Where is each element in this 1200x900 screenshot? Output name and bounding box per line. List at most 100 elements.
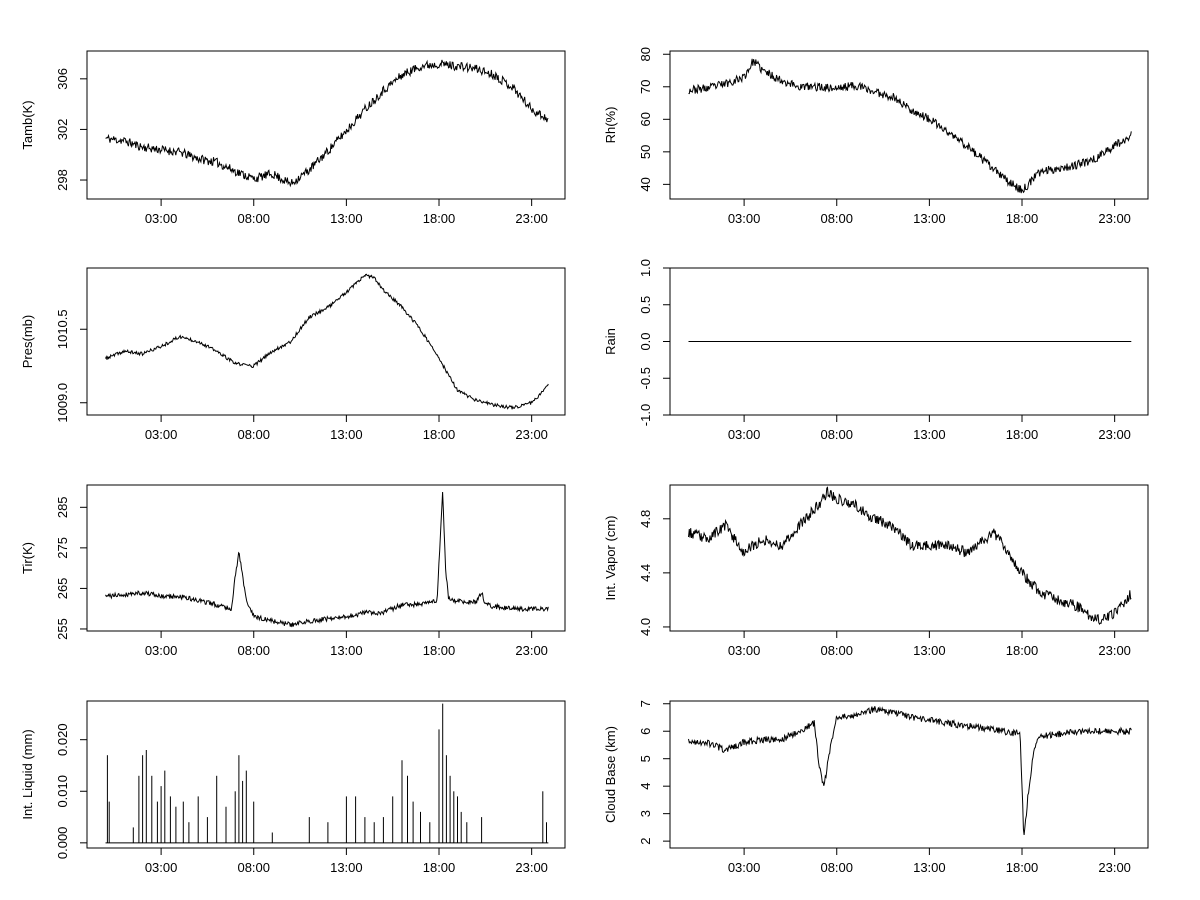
y-axis-label: Pres(mb) <box>20 315 35 368</box>
y-tick-label: 3 <box>638 810 653 817</box>
x-tick-label: 13:00 <box>913 860 946 875</box>
y-tick-label: 70 <box>638 80 653 94</box>
x-tick-label: 08:00 <box>237 643 270 658</box>
x-tick-label: 23:00 <box>1098 211 1131 226</box>
x-tick-label: 23:00 <box>1098 643 1131 658</box>
x-tick-label: 13:00 <box>330 643 363 658</box>
y-tick-label: 50 <box>638 145 653 159</box>
series-line <box>105 491 549 628</box>
x-tick-label: 18:00 <box>423 860 456 875</box>
y-tick-label: 298 <box>55 169 70 191</box>
y-tick-label: 275 <box>55 537 70 559</box>
plot-frame <box>669 50 1149 200</box>
x-tick-label: 18:00 <box>423 643 456 658</box>
y-tick-label: 265 <box>55 578 70 600</box>
x-tick-label: 23:00 <box>1098 427 1131 442</box>
plot-frame <box>669 484 1149 632</box>
y-tick-label: 302 <box>55 119 70 141</box>
plot-frame <box>86 267 566 416</box>
x-tick-label: 08:00 <box>237 211 270 226</box>
y-axis-label: Rain <box>603 328 618 355</box>
plot-frame <box>86 700 566 849</box>
y-axis-label: Rh(%) <box>603 107 618 144</box>
series-line <box>688 58 1132 194</box>
y-tick-label: 4.8 <box>638 510 653 528</box>
x-tick-label: 08:00 <box>820 427 853 442</box>
y-tick-label: 80 <box>638 47 653 61</box>
plot-frame <box>86 50 566 200</box>
series-line <box>105 59 549 188</box>
x-tick-label: 23:00 <box>515 427 548 442</box>
x-tick-label: 03:00 <box>728 643 761 658</box>
x-tick-label: 08:00 <box>820 211 853 226</box>
y-axis-label: Tamb(K) <box>20 100 35 149</box>
y-tick-label: 0.0 <box>638 332 653 350</box>
x-tick-label: 23:00 <box>515 643 548 658</box>
plot-frame <box>86 484 566 632</box>
y-tick-label: 285 <box>55 496 70 518</box>
series-line <box>105 273 549 410</box>
x-tick-label: 23:00 <box>515 860 548 875</box>
y-tick-label: 1009.0 <box>55 383 70 423</box>
y-tick-label: 2 <box>638 838 653 845</box>
y-axis-label: Int. Liquid (mm) <box>20 729 35 819</box>
x-tick-label: 18:00 <box>1006 860 1039 875</box>
y-axis-label: Cloud Base (km) <box>603 726 618 823</box>
series-line <box>688 706 1132 836</box>
y-tick-label: 60 <box>638 112 653 126</box>
x-tick-label: 18:00 <box>423 211 456 226</box>
y-tick-label: -0.5 <box>638 367 653 389</box>
y-tick-label: 255 <box>55 618 70 640</box>
panel-4: 03:00 08:00 13:00 18:00 23:00 -1.0 -0.5 0.0 0.5 1… <box>603 259 1149 442</box>
y-tick-label: 40 <box>638 177 653 191</box>
x-tick-label: 13:00 <box>913 643 946 658</box>
y-tick-label: -1.0 <box>638 404 653 426</box>
x-tick-label: 03:00 <box>145 211 178 226</box>
x-tick-label: 08:00 <box>820 643 853 658</box>
panel-3: 03:00 08:00 13:00 18:00 23:00 1009.0 1010.5 Pre… <box>20 267 566 442</box>
y-tick-label: 4 <box>638 783 653 790</box>
x-tick-label: 08:00 <box>820 860 853 875</box>
x-tick-label: 08:00 <box>237 860 270 875</box>
y-tick-label: 0.000 <box>55 827 70 860</box>
x-tick-label: 18:00 <box>1006 643 1039 658</box>
x-tick-label: 23:00 <box>1098 860 1131 875</box>
x-tick-label: 03:00 <box>728 427 761 442</box>
y-tick-label: 0.010 <box>55 775 70 808</box>
y-tick-label: 4.4 <box>638 564 653 582</box>
x-tick-label: 23:00 <box>515 211 548 226</box>
panel-7: 03:00 08:00 13:00 18:00 23:00 0.000 0.010 0.020… <box>20 700 566 875</box>
x-tick-label: 13:00 <box>330 860 363 875</box>
y-tick-label: 7 <box>638 700 653 707</box>
x-tick-label: 03:00 <box>145 427 178 442</box>
x-tick-label: 08:00 <box>237 427 270 442</box>
panel-2: 03:00 08:00 13:00 18:00 23:00 40 50 60 70 80 Rh(%) <box>603 47 1149 226</box>
panel-1: 03:00 08:00 13:00 18:00 23:00 298 302 306 Tamb(K… <box>20 50 566 226</box>
panel-8: 03:00 08:00 13:00 18:00 23:00 2 3 4 5 6 7 Cloud Bas… <box>603 700 1149 875</box>
x-tick-label: 18:00 <box>1006 427 1039 442</box>
y-tick-label: 1010.5 <box>55 309 70 349</box>
x-tick-label: 18:00 <box>1006 211 1039 226</box>
x-tick-label: 13:00 <box>330 427 363 442</box>
x-tick-label: 13:00 <box>913 427 946 442</box>
series-line <box>688 486 1132 626</box>
x-tick-label: 13:00 <box>330 211 363 226</box>
plot-frame <box>669 700 1149 849</box>
y-tick-label: 1.0 <box>638 259 653 277</box>
x-tick-label: 18:00 <box>423 427 456 442</box>
y-axis-label: Int. Vapor (cm) <box>603 515 618 600</box>
x-tick-label: 03:00 <box>728 211 761 226</box>
x-tick-label: 13:00 <box>913 211 946 226</box>
x-tick-label: 03:00 <box>728 860 761 875</box>
y-tick-label: 6 <box>638 728 653 735</box>
panel-5: 03:00 08:00 13:00 18:00 23:00 255 265 275 285 Tir… <box>20 484 566 658</box>
y-tick-label: 4.0 <box>638 618 653 636</box>
y-tick-label: 0.5 <box>638 296 653 314</box>
x-tick-label: 03:00 <box>145 643 178 658</box>
y-tick-label: 0.020 <box>55 723 70 756</box>
x-tick-label: 03:00 <box>145 860 178 875</box>
y-tick-label: 5 <box>638 755 653 762</box>
y-tick-label: 306 <box>55 68 70 90</box>
y-axis-label: Tir(K) <box>20 542 35 574</box>
